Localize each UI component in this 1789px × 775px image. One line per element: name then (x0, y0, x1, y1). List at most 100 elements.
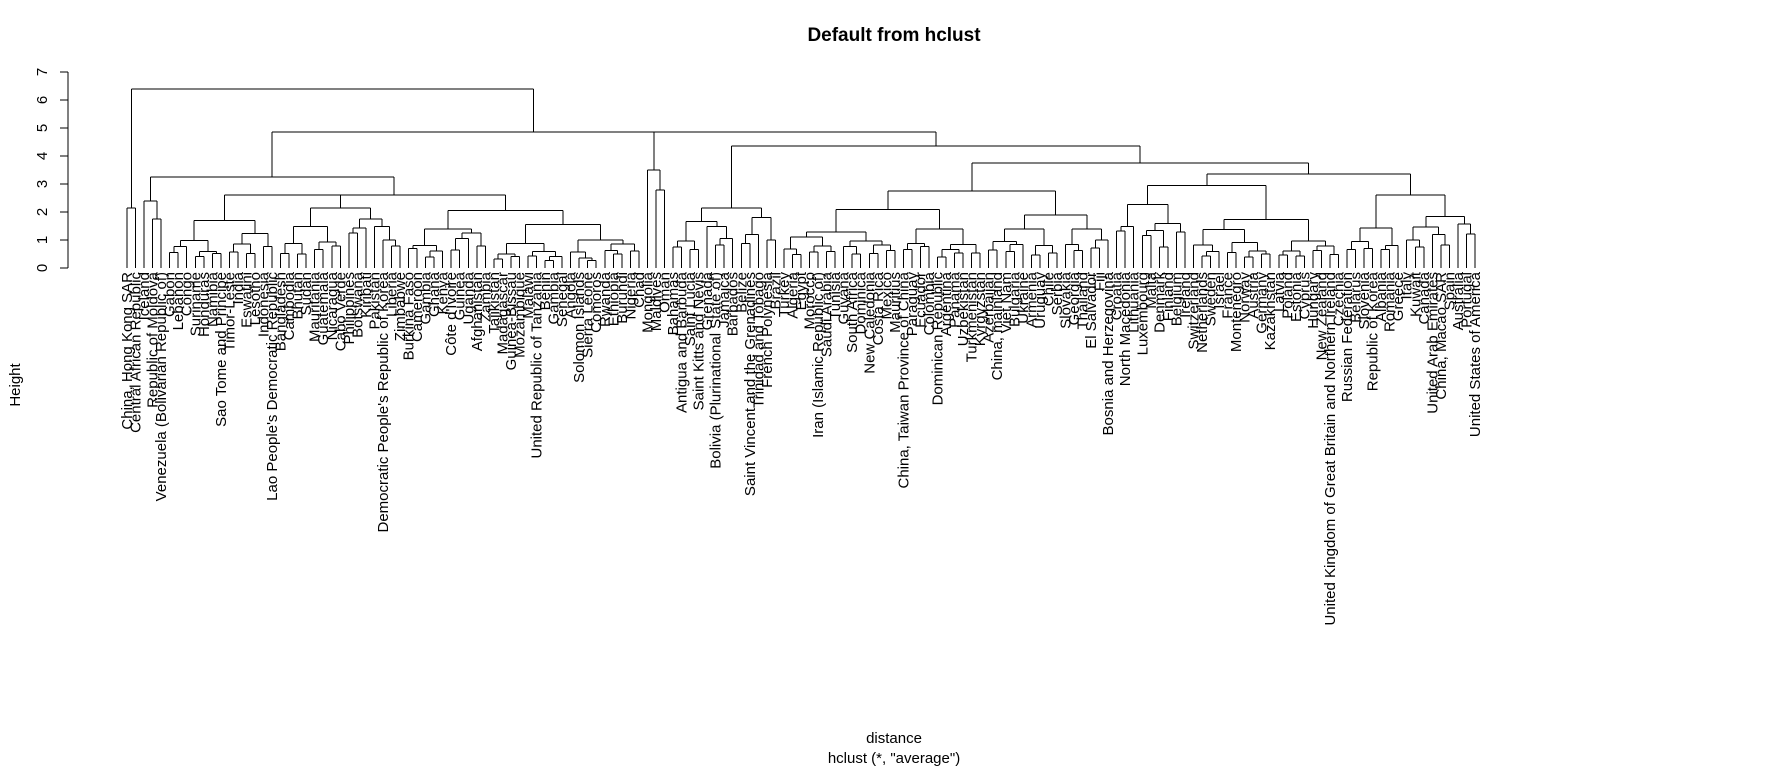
leaf-label: Sweden (1203, 272, 1220, 326)
leaf-label: Indonesia (256, 271, 273, 337)
leaf-label: France (1220, 272, 1237, 319)
leaf-label: Saint Vincent and the Grenadines (742, 272, 759, 496)
leaf-label: El Salvador (1083, 272, 1100, 349)
leaf-label: Bangladesh (273, 272, 290, 351)
leaf-label: Cyprus (1296, 272, 1313, 320)
leaf-label: Cambodia (281, 271, 298, 340)
leaf-label: Sudan (298, 272, 315, 315)
leaf-label: Chile (1040, 272, 1057, 306)
leaf-label: Costa Rica (870, 271, 887, 345)
leaf-label: Lao People's Democratic Republic (264, 272, 281, 501)
leaf-label: Sierra Leone (580, 272, 597, 358)
leaf-label: Philippines (341, 272, 358, 345)
leaf-label: Mauritania (307, 271, 324, 342)
x-axis-subtitle: hclust (*, "average") (828, 750, 960, 767)
leaf-label: Mozambique (511, 272, 528, 358)
leaf-label: Belarus (1348, 272, 1365, 323)
leaf-label: Estonia (1288, 271, 1305, 322)
y-tick-label: 0 (34, 264, 51, 272)
leaf-label: Oman (656, 272, 673, 313)
leaf-label: Ghana (426, 271, 443, 317)
leaf-label: Tajikistan (486, 272, 503, 334)
leaf-label: Turkmenistan (964, 272, 981, 362)
leaf-label: Trinidad and Tobago (750, 272, 767, 408)
leaf-label: Saint Kitts and Nevis (691, 272, 708, 410)
leaf-label: Spain (1441, 272, 1458, 310)
leaf-label: Guinea-Bissau (503, 272, 520, 370)
leaf-label: Kyrgyzstan (972, 272, 989, 346)
leaf-label: Republic of Moldova (145, 271, 162, 408)
leaf-label: United Kingdom of Great Britain and Nort… (1322, 272, 1339, 626)
leaf-label: Gabon (162, 272, 179, 317)
leaf-label: Ireland (1177, 272, 1194, 318)
leaf-label: Republic of Korea (1365, 271, 1382, 391)
leaf-label: Honduras (196, 272, 213, 337)
dendrogram-tree (126, 88, 1476, 268)
leaf-label: North Macedonia (1117, 271, 1134, 386)
leaf-label: Croatia (1109, 271, 1126, 320)
leaf-label: China, Taiwan Province of China (895, 271, 912, 488)
leaf-label: Ecuador (912, 272, 929, 328)
leaf-label: Namibia (204, 271, 221, 327)
leaf-label: Jamaica (716, 271, 733, 328)
leaf-label: Nigeria (622, 271, 639, 319)
leaf-label: Denmark (1151, 272, 1168, 333)
leaf-label: Antigua and Barbuda (674, 271, 691, 413)
leaf-label: Botswana (349, 271, 366, 338)
leaf-label: Netherlands (1194, 272, 1211, 353)
leaf-label: Azerbaijan (981, 272, 998, 343)
y-tick-label: 3 (34, 180, 51, 188)
leaf-label: Morocco (802, 272, 819, 330)
leaf-label: Dominican Republic (930, 272, 947, 406)
leaf-label: Poland (1279, 272, 1296, 319)
leaf-label: Uganda (460, 271, 477, 324)
leaf-label: Maldives (648, 272, 665, 331)
leaf-label: Mexico (878, 272, 895, 320)
y-axis-label: Height (7, 362, 24, 406)
leaf-label: Gambia (418, 271, 435, 324)
y-tick-label: 1 (34, 236, 51, 244)
leaf-label: United Republic of Tanzania (529, 271, 546, 458)
leaf-label: Slovakia (1057, 271, 1074, 328)
leaf-label: Switzerland (1185, 272, 1202, 350)
leaf-label: Belgium (1168, 272, 1185, 326)
leaf-label: India (230, 271, 247, 304)
leaf-label: Senegal (554, 272, 571, 327)
leaf-label: Austria (1245, 271, 1262, 318)
leaf-label: Sao Tome and Principe (213, 272, 230, 427)
leaf-label: Colombia (921, 271, 938, 335)
leaf-label: Timor-Leste (221, 272, 238, 351)
leaf-label: China, Hong Kong SAR (119, 272, 136, 430)
leaf-label: Burundi (614, 272, 631, 324)
leaf-label: Liberia (383, 271, 400, 317)
leaf-label: Gambia (546, 271, 563, 324)
leaf-label: Russian Federation (1339, 272, 1356, 402)
leaf-label: Ethiopia (605, 271, 622, 326)
leaf-label: Turkey (776, 272, 793, 318)
leaf-label: Eswatini (238, 272, 255, 328)
leaf-label: Bhutan (290, 272, 307, 320)
leaf-label: Chad (631, 272, 648, 308)
leaf-label: Angola (563, 271, 580, 318)
leaf-label: Georgia (1066, 271, 1083, 325)
leaf-label: Panama (947, 271, 964, 328)
leaf-label: Venezuela (Bolivarian Republic of) (153, 272, 170, 501)
leaf-label: Greece (1390, 272, 1407, 321)
leaf-label: Lithuania (1126, 271, 1143, 333)
leaf-label: Zimbabwe (392, 272, 409, 341)
leaf-label: Dominica (853, 271, 870, 334)
leaf-label: Australia (1450, 271, 1467, 330)
leaf-label: Rwanda (597, 271, 614, 327)
leaf-label: Cabo Verde (332, 272, 349, 351)
leaf-label: China, Macao SAR (1433, 272, 1450, 400)
leaf-label: United States of America (1467, 271, 1484, 437)
leaf-label: Uzbekistan (955, 272, 972, 346)
leaf-label: New Caledonia (861, 271, 878, 373)
leaf-label: Afghanistan (469, 272, 486, 351)
leaf-label: Kuwait (1407, 271, 1424, 317)
leaf-label: Latvia (1271, 271, 1288, 312)
y-tick-label: 2 (34, 208, 51, 216)
leaf-label: Bulgaria (1006, 271, 1023, 327)
